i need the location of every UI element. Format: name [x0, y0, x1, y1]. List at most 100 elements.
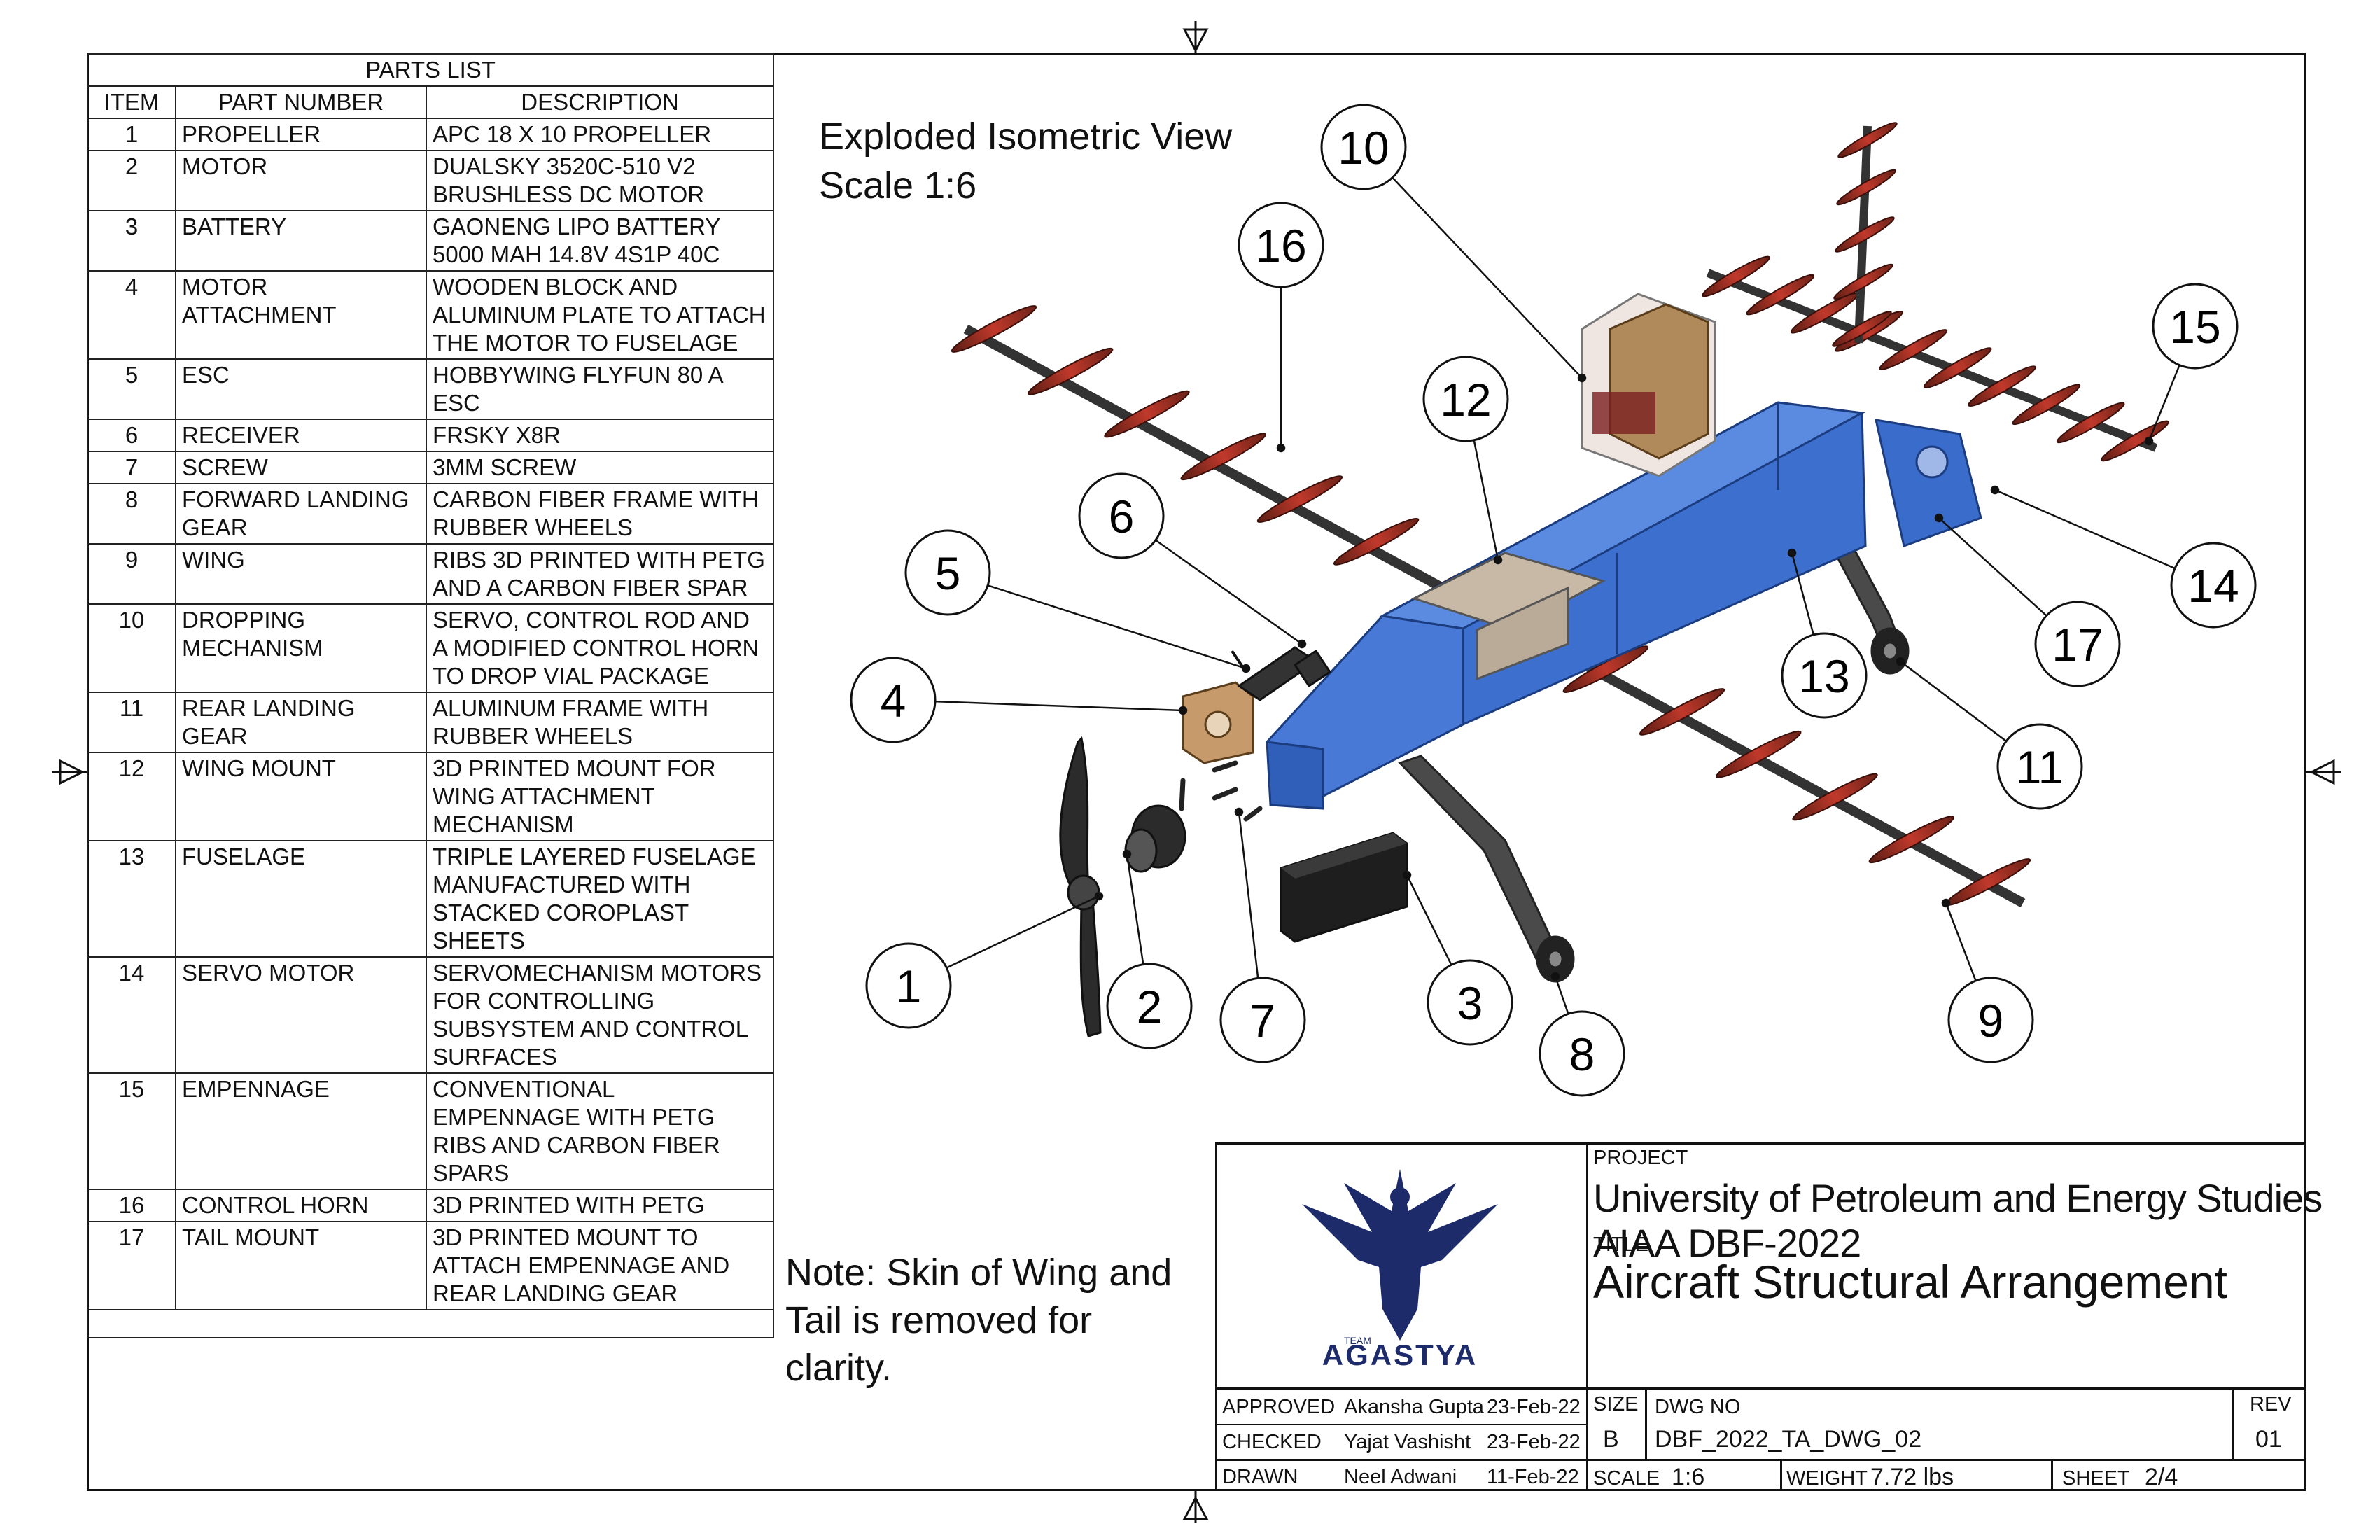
scale-label: SCALE — [1593, 1467, 1660, 1490]
rib — [1104, 390, 1190, 438]
balloon-number: 6 — [1109, 491, 1135, 542]
balloon-number: 15 — [2169, 301, 2220, 353]
rib — [1832, 311, 1892, 347]
leader-line — [1406, 874, 1452, 965]
cell-part-number: PROPELLER — [175, 118, 427, 151]
cell-item: 16 — [87, 1189, 176, 1222]
cell-description: CARBON FIBER FRAME WITH RUBBER WHEELS — [426, 483, 774, 545]
rib — [1868, 816, 1954, 864]
cell-part-number: EMPENNAGE — [175, 1072, 427, 1190]
cell-item: 15 — [87, 1072, 176, 1190]
leader-line — [934, 700, 1184, 712]
balloon-13: 13 — [1781, 632, 1868, 719]
balloon-number: 11 — [2016, 741, 2064, 793]
cell-part-number: WING — [175, 543, 427, 605]
rib — [1702, 255, 1770, 298]
balloon-number: 2 — [1137, 981, 1163, 1032]
cell-description: DUALSKY 3520C-510 V2 BRUSHLESS DC MOTOR — [426, 150, 774, 211]
view-title: Exploded Isometric View Scale 1:6 — [819, 112, 1232, 210]
balloon-circle — [1996, 723, 2083, 810]
leader-lines — [934, 176, 2180, 1014]
rib — [1837, 122, 1898, 158]
leader-arrow — [1550, 972, 1560, 981]
balloon-number: 10 — [1338, 122, 1389, 174]
approved-label: APPROVED — [1222, 1396, 1336, 1418]
cell-description: GAONENG LIPO BATTERY 5000 MAH 14.8V 4S1P… — [426, 210, 774, 272]
cell-description: SERVOMECHANISM MOTORS FOR CONTROLLING SU… — [426, 956, 774, 1074]
leader-line — [2148, 365, 2180, 442]
leader-line — [946, 895, 1100, 969]
rev-value: 01 — [2255, 1426, 2282, 1452]
leader-arrow — [1934, 513, 1944, 523]
table-row: 8 FORWARD LANDING GEAR CARBON FIBER FRAME … — [87, 483, 774, 545]
cell-part-number: BATTERY — [175, 210, 427, 272]
leader-arrow — [1178, 706, 1188, 715]
balloon-number: 13 — [1798, 650, 1849, 702]
balloon-number: 9 — [1978, 995, 2004, 1046]
wing-ribs — [951, 305, 2031, 906]
balloon-11: 11 — [1996, 723, 2083, 810]
rev-label: REV — [2250, 1393, 2292, 1415]
balloon-7: 7 — [1219, 976, 1306, 1063]
balloon-3: 3 — [1427, 959, 1513, 1046]
drawn-label: DRAWN — [1222, 1466, 1298, 1488]
cell-item: 17 — [87, 1221, 176, 1310]
table-row: 1 PROPELLER APC 18 X 10 PROPELLER — [87, 118, 774, 151]
cell-item: 9 — [87, 543, 176, 605]
dropping-mechanism — [1581, 293, 1716, 477]
motor-attachment — [1182, 681, 1254, 764]
balloon-circle — [1238, 202, 1324, 288]
balloon-number: 1 — [896, 960, 922, 1012]
balloon-number: 3 — [1457, 977, 1483, 1029]
cell-description: RIBS 3D PRINTED WITH PETG AND A CARBON F… — [426, 543, 774, 605]
cell-part-number: CONTROL HORN — [175, 1189, 427, 1222]
balloon-9: 9 — [1947, 976, 2034, 1063]
cell-part-number: DROPPING MECHANISM — [175, 603, 427, 693]
balloon-circle — [1422, 356, 1509, 442]
cell-item: 8 — [87, 483, 176, 545]
cell-description: CONVENTIONAL EMPENNAGE WITH PETG RIBS AN… — [426, 1072, 774, 1190]
note-line2: Tail is removed for — [785, 1299, 1093, 1341]
leader-line — [1900, 661, 2007, 742]
balloon-number: 17 — [2052, 619, 2103, 671]
tail-mount — [1875, 419, 1982, 547]
cell-description: 3D PRINTED MOUNT FOR WING ATTACHMENT MEC… — [426, 752, 774, 841]
parts-list-title: PARTS LIST — [87, 53, 774, 87]
leader-line — [1945, 902, 1977, 981]
leader-line — [1554, 976, 1569, 1014]
table-row: 13 FUSELAGE TRIPLE LAYERED FUSELAGE MANUFA… — [87, 840, 774, 958]
table-row: 2 MOTOR DUALSKY 3520C-510 V2 BRUSHLESS DC … — [87, 150, 774, 211]
vertical-tail — [1832, 122, 1898, 347]
leader-line — [1392, 176, 1583, 379]
table-row: 16 CONTROL HORN 3D PRINTED WITH PETG — [87, 1189, 774, 1222]
sheet-label: SHEET — [2062, 1467, 2130, 1490]
approved-date: 23-Feb-22 — [1487, 1396, 1581, 1418]
vertical-tail-ribs — [1832, 122, 1898, 347]
balloon-10: 10 — [1320, 104, 1407, 190]
rib — [1256, 475, 1343, 523]
leader-line — [1473, 440, 1499, 561]
rib — [2012, 384, 2081, 426]
balloon-circle — [904, 529, 991, 616]
balloon-circle — [1539, 1010, 1625, 1097]
checked-date: 23-Feb-22 — [1487, 1431, 1581, 1453]
leader-arrow — [1234, 807, 1244, 817]
balloon-circle — [850, 657, 937, 743]
balloon-15: 15 — [2152, 283, 2239, 370]
parts-list-body: 1 PROPELLER APC 18 X 10 PROPELLER 2 MOTOR DUA… — [87, 118, 774, 1310]
leader-arrow — [1241, 664, 1251, 673]
rib — [1562, 645, 1649, 694]
sheet-value: 2/4 — [2145, 1464, 2178, 1490]
balloon-4: 4 — [850, 657, 937, 743]
leader-arrow — [1990, 485, 2000, 495]
motor — [1124, 804, 1186, 873]
screws — [1179, 760, 1263, 822]
parts-list-table: PARTS LIST ITEM PART NUMBER DESCRIPTION … — [87, 53, 774, 1338]
cell-item: 3 — [87, 210, 176, 272]
leader-line — [987, 584, 1247, 670]
project-label: PROJECT — [1593, 1147, 1688, 1169]
cell-description: HOBBYWING FLYFUN 80 A ESC — [426, 358, 774, 420]
cell-part-number: ESC — [175, 358, 427, 420]
leader-arrow — [1402, 870, 1412, 880]
